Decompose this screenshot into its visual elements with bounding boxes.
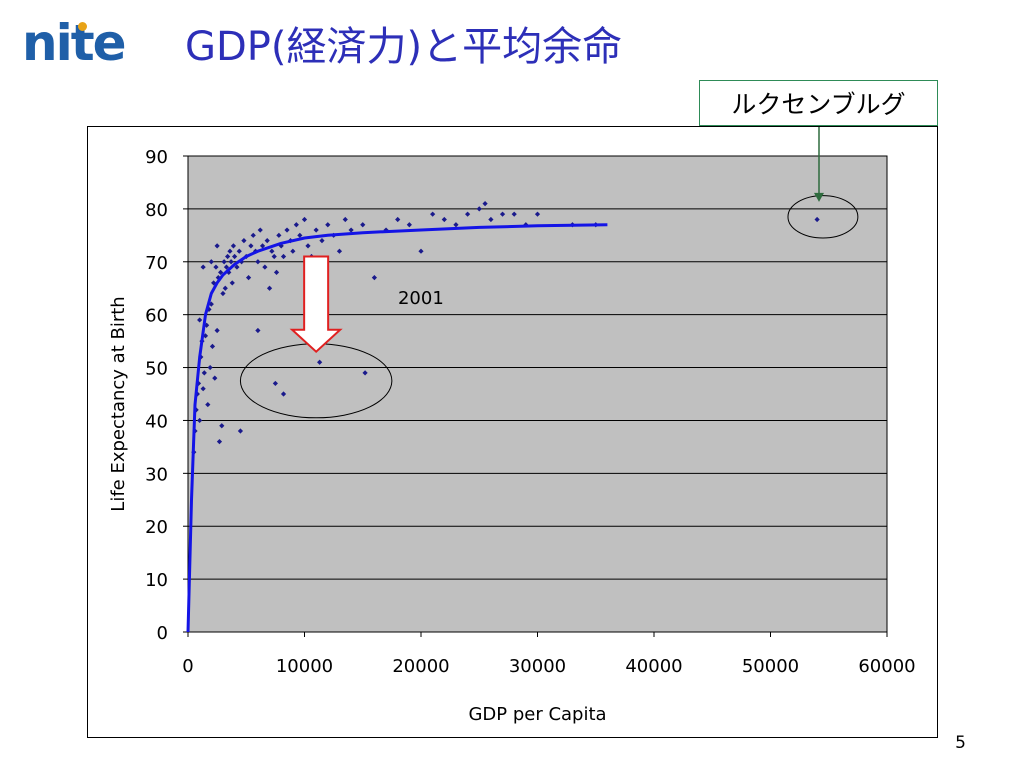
y-tick-label: 0 <box>157 623 168 644</box>
y-tick-label: 70 <box>145 253 168 274</box>
luxembourg-callout: ルクセンブルグ <box>699 80 938 126</box>
y-tick-label: 80 <box>145 200 168 221</box>
data-point <box>476 206 482 212</box>
plot-area <box>187 155 888 633</box>
luxembourg-ellipse <box>787 195 859 239</box>
data-point <box>395 216 401 223</box>
data-point <box>272 380 278 387</box>
x-tick-label: 50000 <box>742 656 799 677</box>
data-point <box>236 248 242 254</box>
data-point <box>206 306 212 312</box>
data-point <box>511 211 517 217</box>
data-point <box>223 264 230 270</box>
data-point <box>814 216 820 223</box>
data-point <box>301 216 308 223</box>
chart-frame: 0 10 20 30 40 50 60 70 80 90 0 10000 20000 30000 40000… <box>87 126 938 738</box>
x-tick-label: 0 <box>182 656 193 677</box>
data-point <box>266 285 273 291</box>
data-point <box>213 264 219 270</box>
year-annotation: 2001 <box>398 288 444 309</box>
data-point <box>325 222 331 228</box>
data-point <box>207 364 213 371</box>
data-point <box>319 238 325 244</box>
data-point <box>234 264 240 270</box>
x-tick-label: 10000 <box>276 656 333 677</box>
data-point <box>230 243 237 249</box>
data-point <box>214 327 220 334</box>
data-point <box>406 222 412 228</box>
data-point <box>200 264 206 270</box>
y-axis-label: Life Expectancy at Birth <box>108 296 129 511</box>
page-number: 5 <box>955 733 966 753</box>
y-tick-label: 20 <box>145 517 168 538</box>
x-tick-label: 20000 <box>392 656 449 677</box>
data-point <box>465 211 471 217</box>
data-point <box>248 243 254 249</box>
data-point <box>280 391 287 397</box>
data-point <box>430 211 436 217</box>
y-tick-label: 50 <box>145 359 168 380</box>
data-point <box>269 248 275 254</box>
callout-arrow-head <box>814 192 824 202</box>
data-point <box>317 359 323 365</box>
data-point <box>228 259 234 265</box>
data-point <box>293 222 299 228</box>
x-axis-label: GDP per Capita <box>468 704 606 725</box>
data-point <box>200 386 206 392</box>
data-point <box>237 428 244 434</box>
data-point <box>271 253 277 260</box>
data-point <box>534 211 541 217</box>
trend-line <box>186 223 608 633</box>
data-point <box>250 232 256 238</box>
data-point <box>441 216 447 223</box>
x-tick-label: 30000 <box>509 656 566 677</box>
data-point <box>488 216 494 223</box>
x-tick-label: 40000 <box>625 656 682 677</box>
down-arrow <box>289 255 343 354</box>
scatter-chart: 0 10 20 30 40 50 60 70 80 90 0 10000 20000 30000 40000… <box>108 127 916 725</box>
y-tick-label: 60 <box>145 306 168 327</box>
y-tick-label: 40 <box>145 411 168 432</box>
data-point <box>336 248 343 254</box>
data-point <box>348 227 354 233</box>
data-point <box>276 232 282 238</box>
y-tick-label: 30 <box>145 464 168 485</box>
data-point <box>214 243 220 249</box>
data-point <box>241 238 247 244</box>
data-point <box>418 248 424 254</box>
data-point <box>208 259 214 265</box>
data-point <box>259 243 266 249</box>
data-point <box>216 439 223 445</box>
data-point <box>371 275 377 281</box>
data-point <box>221 259 227 265</box>
data-point <box>264 238 270 244</box>
data-point <box>197 317 203 323</box>
x-tick-label: 60000 <box>858 656 915 677</box>
data-point <box>225 253 231 260</box>
data-point <box>305 243 311 249</box>
data-point <box>219 423 225 429</box>
data-point <box>205 401 211 408</box>
data-point <box>499 211 506 217</box>
data-point <box>232 253 238 260</box>
data-point <box>197 417 203 424</box>
data-point <box>222 285 228 291</box>
nite-logo: nite <box>22 14 127 72</box>
data-point <box>453 222 459 228</box>
y-tick-label: 90 <box>145 147 168 168</box>
data-point <box>227 248 233 254</box>
y-tick-label: 10 <box>145 570 168 591</box>
data-point <box>482 201 488 207</box>
data-point <box>220 290 226 297</box>
data-point <box>278 243 284 249</box>
data-point <box>342 216 348 223</box>
slide-title: GDP(経済力)と平均余命 <box>185 24 623 70</box>
logo-accent-dot <box>78 22 87 31</box>
data-point <box>229 280 235 286</box>
data-point <box>360 222 366 228</box>
